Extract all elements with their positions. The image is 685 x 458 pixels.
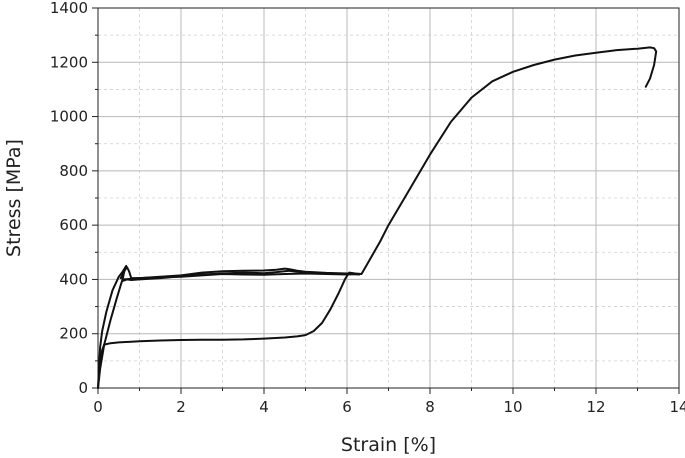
grid-layer — [98, 8, 679, 388]
ticks-layer: 0 2 4 6 8 10 12 14 0 200 400 600 800 1000 1200 1400 — [50, 0, 685, 416]
y-tick-label: 400 — [59, 270, 88, 288]
y-axis-title: Stress [MPa] — [3, 139, 25, 257]
x-tick-label: 2 — [176, 398, 186, 416]
series-line-1 — [97, 264, 128, 389]
x-tick-label: 6 — [342, 398, 352, 416]
y-tick-label: 1200 — [50, 53, 88, 71]
x-tick-label: 8 — [425, 398, 435, 416]
x-axis-title: Strain [%] — [341, 434, 436, 456]
y-tick-label: 1000 — [50, 108, 88, 126]
x-tick-label: 14 — [669, 398, 685, 416]
x-tick-label: 0 — [93, 398, 103, 416]
y-tick-label: 200 — [59, 325, 88, 343]
series-line-4 — [121, 272, 357, 281]
y-tick-label: 600 — [59, 216, 88, 234]
series-line-5 — [97, 46, 658, 389]
y-tick-label: 0 — [78, 379, 88, 397]
series-layer — [97, 46, 658, 389]
y-tick-label: 800 — [59, 162, 88, 180]
x-tick-label: 4 — [259, 398, 269, 416]
y-tick-label: 1400 — [50, 0, 88, 17]
x-tick-label: 10 — [503, 398, 522, 416]
x-tick-label: 12 — [586, 398, 605, 416]
